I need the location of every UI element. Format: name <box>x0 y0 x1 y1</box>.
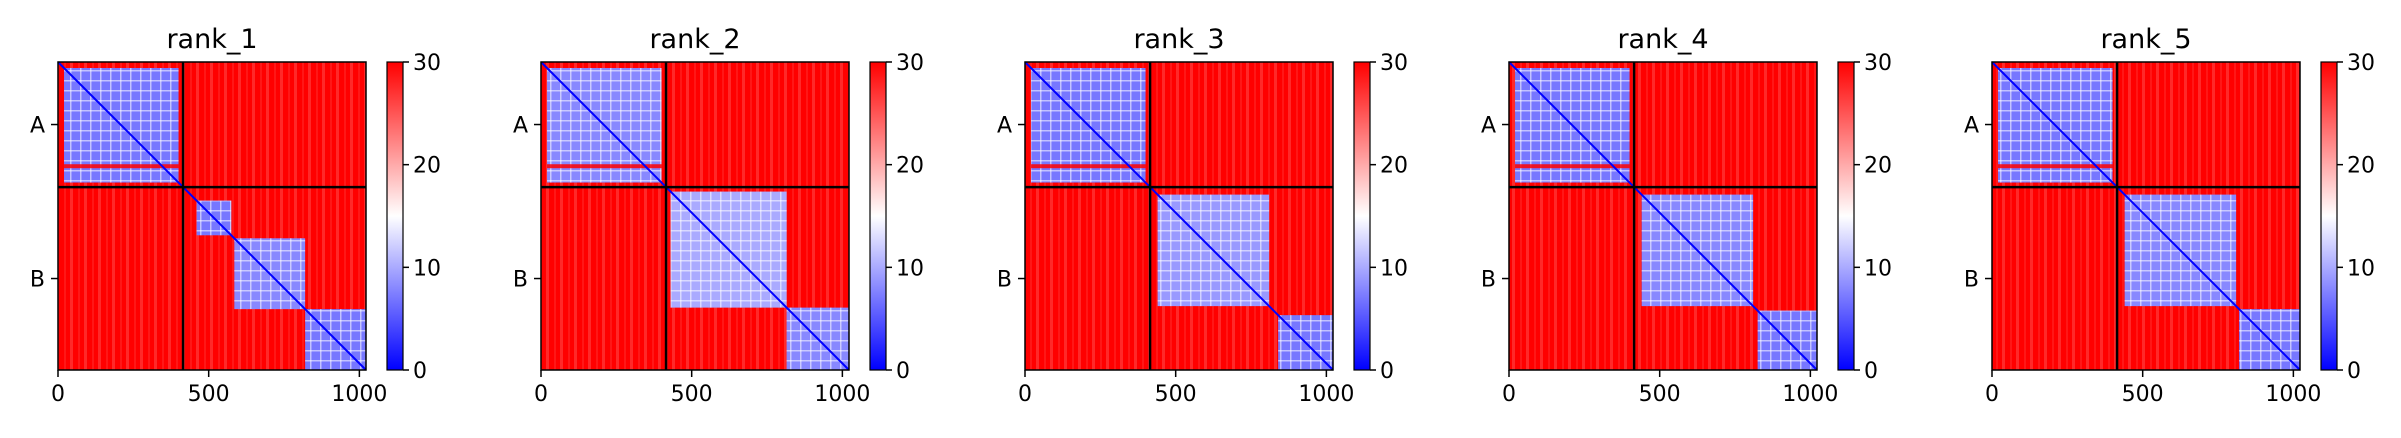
heatmap-panel: rank_3 0 500 1000 A B 0 10 20 30 <box>997 24 1408 407</box>
x-tick-label: 500 <box>1639 382 1681 407</box>
x-tick-label: 0 <box>1502 382 1516 407</box>
x-tick-label: 500 <box>2122 382 2164 407</box>
colorbar-tick-label: 10 <box>1380 256 1408 281</box>
heatmap-diagonal <box>1991 61 2301 371</box>
x-tick-label: 1000 <box>331 382 387 407</box>
heatmap-block-band <box>64 164 179 169</box>
colorbar <box>386 61 404 371</box>
colorbar-tick-label: 20 <box>1864 154 1892 179</box>
y-tick-label: B <box>1481 268 1496 293</box>
colorbar-tick-label: 30 <box>896 51 924 76</box>
heatmap-block-band <box>1515 164 1630 169</box>
heatmap-panel: rank_5 0 500 1000 A B 0 10 20 30 <box>1964 24 2375 407</box>
heatmap-diagonal <box>57 61 367 371</box>
x-tick-label: 500 <box>1155 382 1197 407</box>
y-tick-label: B <box>1964 268 1979 293</box>
plot-frame <box>1508 61 1818 371</box>
colorbar-tick-label: 30 <box>2347 51 2375 76</box>
x-tick-label: 0 <box>534 382 548 407</box>
colorbar-tick-label: 0 <box>2347 359 2361 384</box>
panel-title: rank_1 <box>166 24 257 55</box>
heatmap-diagonal <box>540 61 850 371</box>
colorbar-tick-label: 20 <box>2347 154 2375 179</box>
heatmap-panel: rank_4 0 500 1000 A B 0 10 20 30 <box>1481 24 1892 407</box>
x-tick-label: 500 <box>188 382 230 407</box>
heatmap-block-band <box>547 164 662 169</box>
colorbar <box>2320 61 2338 371</box>
panel-title: rank_5 <box>2100 24 2191 55</box>
plot-frame <box>1991 61 2301 371</box>
plot-frame <box>57 61 367 371</box>
x-tick-label: 1000 <box>1298 382 1354 407</box>
y-tick-label: A <box>30 114 45 139</box>
plot-frame <box>1024 61 1334 371</box>
y-tick-label: A <box>1481 114 1496 139</box>
y-tick-label: B <box>513 268 528 293</box>
heatmap-panel: rank_2 0 500 1000 A B 0 10 20 30 <box>513 24 924 407</box>
heatmap-block-band <box>1031 164 1146 169</box>
colorbar <box>1353 61 1371 371</box>
colorbar-tick-label: 0 <box>413 359 427 384</box>
colorbar-tick-label: 20 <box>1380 154 1408 179</box>
x-tick-label: 1000 <box>1782 382 1838 407</box>
colorbar <box>869 61 887 371</box>
x-tick-label: 0 <box>1018 382 1032 407</box>
x-tick-label: 500 <box>671 382 713 407</box>
x-tick-label: 1000 <box>2265 382 2321 407</box>
heatmap-diagonal <box>1024 61 1334 371</box>
colorbar-tick-label: 20 <box>413 154 441 179</box>
x-tick-label: 0 <box>51 382 65 407</box>
colorbar-tick-label: 0 <box>1380 359 1394 384</box>
y-tick-label: A <box>1964 114 1979 139</box>
y-tick-label: A <box>513 114 528 139</box>
y-tick-label: B <box>997 268 1012 293</box>
heatmap-diagonal <box>1508 61 1818 371</box>
colorbar-tick-label: 10 <box>413 256 441 281</box>
y-tick-label: B <box>30 268 45 293</box>
colorbar-tick-label: 10 <box>2347 256 2375 281</box>
panel-title: rank_4 <box>1617 24 1708 55</box>
colorbar <box>1837 61 1855 371</box>
colorbar-tick-label: 10 <box>896 256 924 281</box>
heatmap-block-band <box>1998 164 2113 169</box>
colorbar-tick-label: 30 <box>413 51 441 76</box>
colorbar-tick-label: 0 <box>1864 359 1878 384</box>
panel-title: rank_2 <box>649 24 740 55</box>
y-tick-label: A <box>997 114 1012 139</box>
colorbar-tick-label: 10 <box>1864 256 1892 281</box>
colorbar-tick-label: 30 <box>1380 51 1408 76</box>
x-tick-label: 1000 <box>814 382 870 407</box>
x-tick-label: 0 <box>1985 382 1999 407</box>
colorbar-tick-label: 30 <box>1864 51 1892 76</box>
panel-title: rank_3 <box>1133 24 1224 55</box>
colorbar-tick-label: 20 <box>896 154 924 179</box>
plot-frame <box>540 61 850 371</box>
heatmap-panel: rank_1 0 500 1000 A B 0 10 20 30 <box>30 24 441 407</box>
colorbar-tick-label: 0 <box>896 359 910 384</box>
